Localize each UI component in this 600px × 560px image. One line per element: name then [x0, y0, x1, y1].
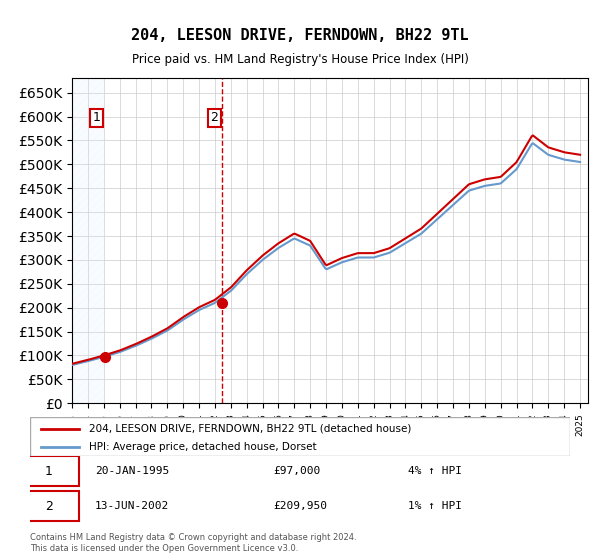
Text: Price paid vs. HM Land Registry's House Price Index (HPI): Price paid vs. HM Land Registry's House … [131, 53, 469, 66]
Text: 2: 2 [210, 111, 218, 124]
Text: 13-JUN-2002: 13-JUN-2002 [95, 501, 169, 511]
Text: £97,000: £97,000 [273, 466, 320, 476]
Text: 1: 1 [92, 111, 101, 124]
Text: 1% ↑ HPI: 1% ↑ HPI [408, 501, 462, 511]
Bar [72, 78, 104, 403]
Text: 2: 2 [45, 500, 53, 512]
FancyBboxPatch shape [19, 456, 79, 486]
Text: 4% ↑ HPI: 4% ↑ HPI [408, 466, 462, 476]
Text: 1: 1 [45, 465, 53, 478]
Text: 204, LEESON DRIVE, FERNDOWN, BH22 9TL (detached house): 204, LEESON DRIVE, FERNDOWN, BH22 9TL (d… [89, 424, 412, 434]
Text: HPI: Average price, detached house, Dorset: HPI: Average price, detached house, Dors… [89, 442, 317, 451]
FancyBboxPatch shape [30, 417, 570, 456]
Text: 204, LEESON DRIVE, FERNDOWN, BH22 9TL: 204, LEESON DRIVE, FERNDOWN, BH22 9TL [131, 28, 469, 43]
Text: £209,950: £209,950 [273, 501, 327, 511]
Text: Contains HM Land Registry data © Crown copyright and database right 2024.
This d: Contains HM Land Registry data © Crown c… [30, 533, 356, 553]
Text: 20-JAN-1995: 20-JAN-1995 [95, 466, 169, 476]
FancyBboxPatch shape [19, 492, 79, 521]
